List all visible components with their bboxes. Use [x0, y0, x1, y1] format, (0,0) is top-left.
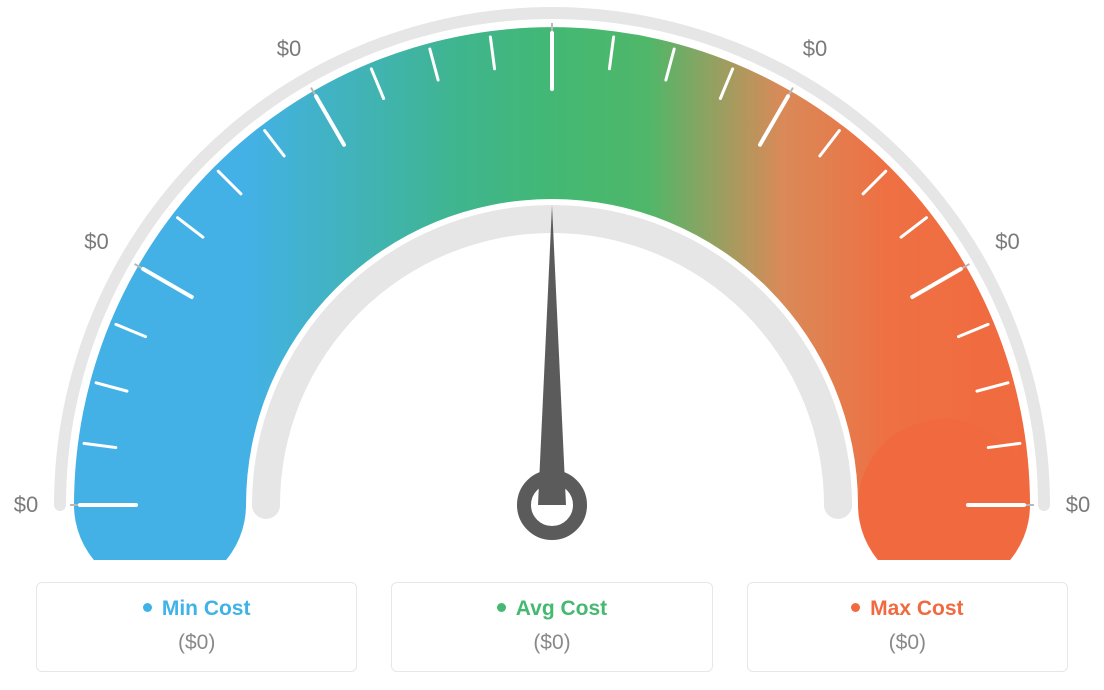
legend-value-avg: ($0): [402, 631, 701, 655]
dot-icon: [497, 603, 506, 612]
legend-title-avg: Avg Cost: [402, 597, 701, 621]
legend-title-max: Max Cost: [758, 597, 1057, 621]
legend-card-min: Min Cost ($0): [36, 582, 357, 672]
legend-label-max: Max Cost: [870, 597, 963, 620]
gauge-tick-label: $0: [1066, 492, 1090, 518]
gauge-area: $0$0$0$0$0$0$0: [0, 0, 1104, 560]
gauge-tick-label: $0: [277, 36, 301, 62]
legend-value-min: ($0): [47, 631, 346, 655]
legend-label-min: Min Cost: [162, 597, 251, 620]
legend-value-max: ($0): [758, 631, 1057, 655]
legend-title-min: Min Cost: [47, 597, 346, 621]
gauge-tick-label: $0: [84, 229, 108, 255]
legend-card-avg: Avg Cost ($0): [391, 582, 712, 672]
legend-row: Min Cost ($0) Avg Cost ($0) Max Cost ($0…: [0, 582, 1104, 672]
chart-container: $0$0$0$0$0$0$0 Min Cost ($0) Avg Cost ($…: [0, 0, 1104, 690]
legend-label-avg: Avg Cost: [516, 597, 607, 620]
dot-icon: [143, 603, 152, 612]
gauge-tick-label: $0: [995, 229, 1019, 255]
gauge-svg: [0, 0, 1104, 560]
gauge-tick-label: $0: [14, 492, 38, 518]
dot-icon: [851, 603, 860, 612]
gauge-tick-label: $0: [803, 36, 827, 62]
legend-card-max: Max Cost ($0): [747, 582, 1068, 672]
